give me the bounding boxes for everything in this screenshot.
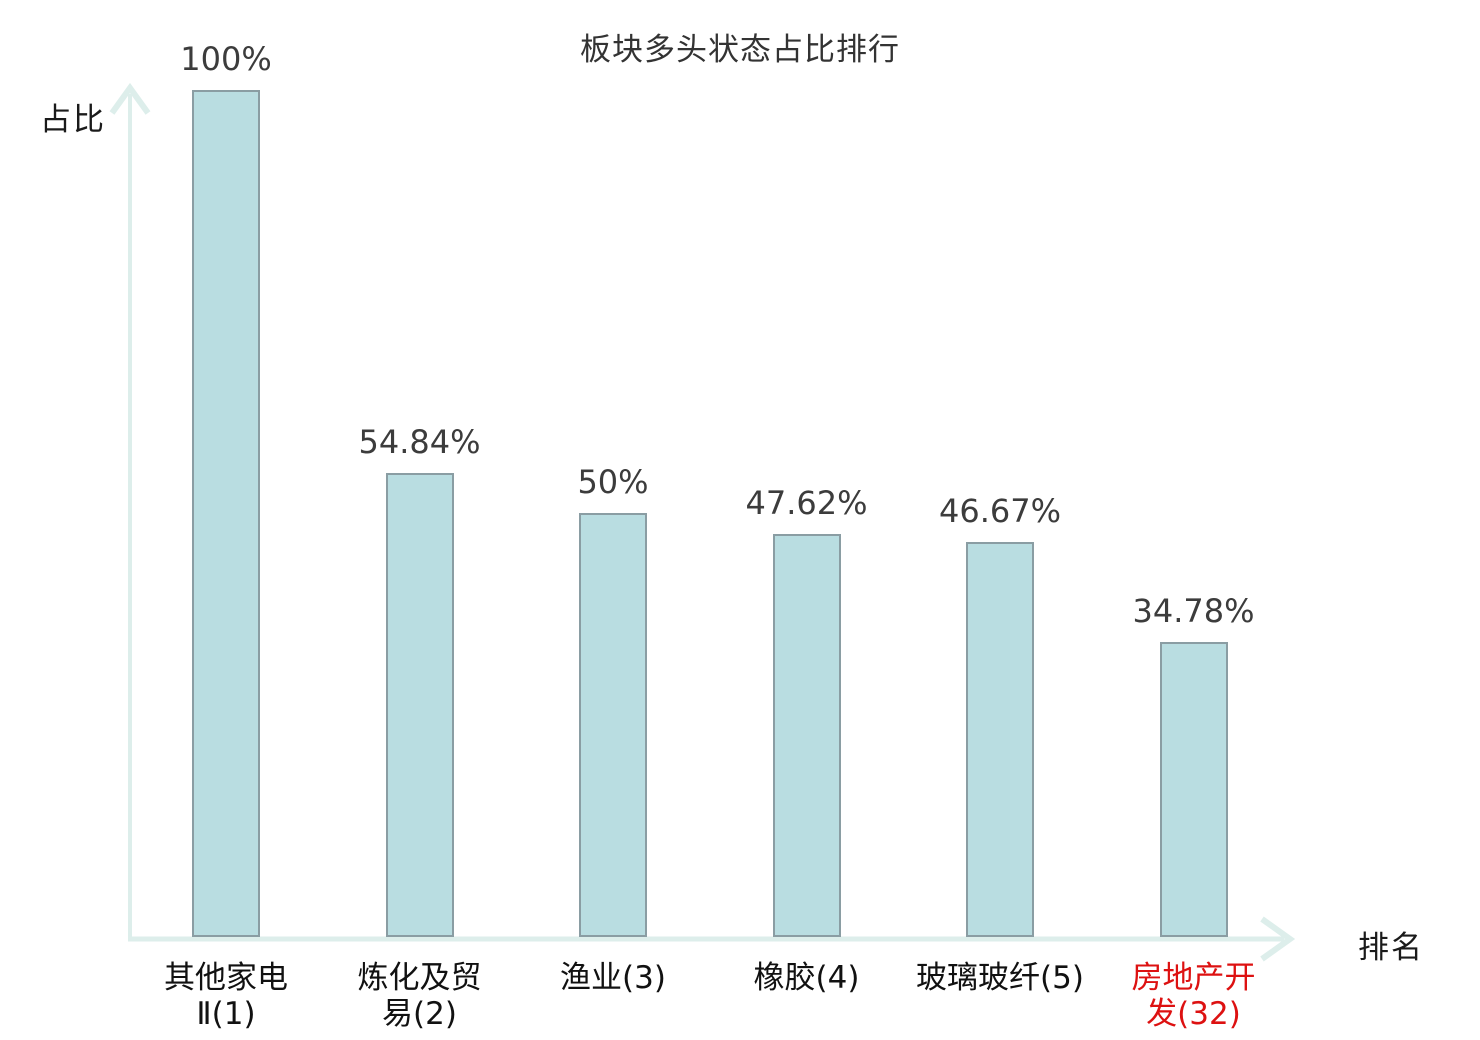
bar bbox=[1159, 642, 1228, 937]
chart-title: 板块多头状态占比排行 bbox=[580, 32, 900, 68]
bar-value-label: 47.62% bbox=[745, 484, 868, 522]
bar bbox=[579, 513, 647, 937]
bar bbox=[385, 473, 454, 937]
bar-value-label: 34.78% bbox=[1132, 592, 1255, 630]
x-axis-arrow-icon bbox=[1260, 916, 1296, 962]
bar-category-label: 橡胶(4) bbox=[753, 960, 860, 996]
bar-category-label: 渔业(3) bbox=[560, 960, 666, 996]
bar-value-label: 46.67% bbox=[938, 492, 1061, 530]
y-axis-label: 占比 bbox=[40, 102, 106, 138]
bar-value-label: 50% bbox=[577, 463, 649, 501]
bar bbox=[966, 542, 1034, 937]
y-axis-arrow-icon bbox=[109, 82, 151, 115]
bar bbox=[772, 534, 841, 937]
bar-category-label: 房地产开 发(32) bbox=[1131, 960, 1256, 1032]
bar-value-label: 54.84% bbox=[358, 423, 481, 461]
bar-category-label: 其他家电 Ⅱ(1) bbox=[164, 960, 288, 1032]
bar-value-label: 100% bbox=[180, 40, 272, 78]
bar bbox=[192, 90, 260, 937]
bar-category-label: 炼化及贸 易(2) bbox=[357, 960, 482, 1032]
bar-category-label: 玻璃玻纤(5) bbox=[916, 960, 1084, 996]
x-axis-label: 排名 bbox=[1358, 930, 1424, 966]
